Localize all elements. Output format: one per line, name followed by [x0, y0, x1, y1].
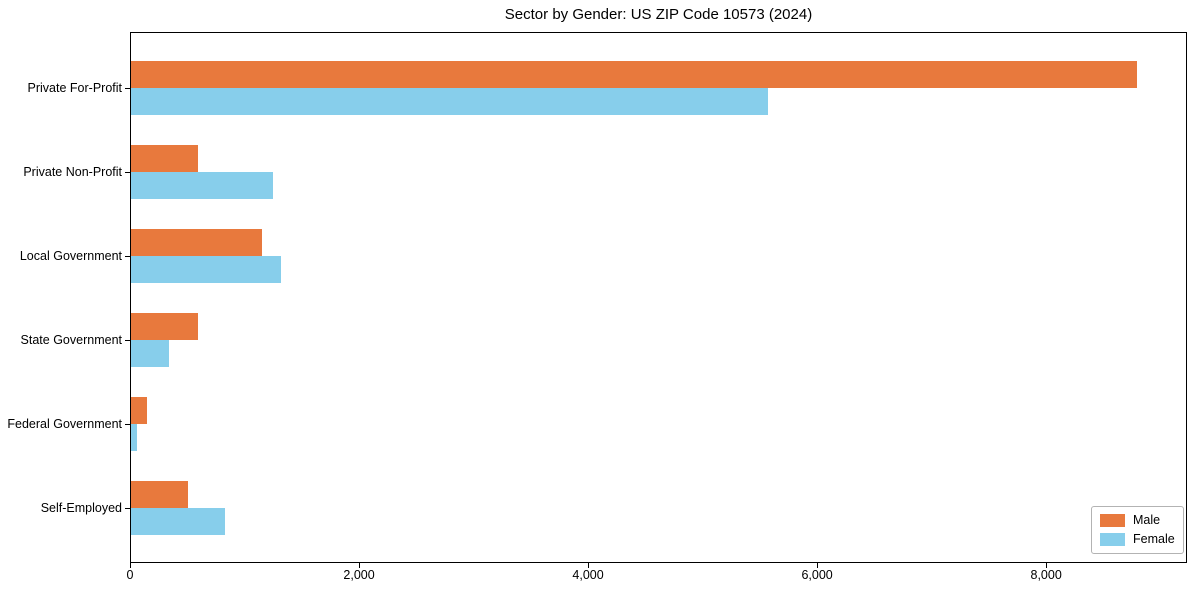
y-tick-mark [125, 172, 130, 173]
legend-label-male: Male [1133, 513, 1161, 527]
y-axis-label: Private Non-Profit [23, 165, 122, 179]
bar-male-0 [131, 61, 1137, 88]
bar-male-2 [131, 229, 262, 256]
bar-male-1 [131, 145, 198, 172]
legend-swatch-female [1100, 533, 1125, 546]
y-axis-label: Private For-Profit [27, 81, 122, 95]
x-axis-label: 8,000 [1030, 568, 1062, 582]
y-axis-label: Self-Employed [40, 501, 122, 515]
y-tick-mark [125, 340, 130, 341]
x-tick-mark [588, 563, 590, 568]
plot-area-border [130, 32, 1187, 563]
chart-title: Sector by Gender: US ZIP Code 10573 (202… [504, 6, 813, 23]
x-axis-label: 6,000 [801, 568, 833, 582]
legend: Male Female [1091, 506, 1184, 554]
bar-female-4 [131, 424, 138, 451]
y-axis-label: State Government [20, 333, 122, 347]
bar-female-2 [131, 256, 282, 283]
legend-item-male: Male [1100, 514, 1175, 527]
x-tick-mark [817, 563, 819, 568]
x-tick-mark [130, 563, 131, 568]
x-tick-mark [359, 563, 361, 568]
x-axis-label: 2,000 [343, 568, 375, 582]
x-axis-label: 4,000 [572, 568, 604, 582]
bar-male-5 [131, 481, 189, 508]
y-tick-mark [125, 256, 130, 257]
x-axis-label: 0 [126, 568, 134, 582]
bar-female-1 [131, 172, 274, 199]
y-axis-label: Local Government [19, 249, 122, 263]
legend-label-female: Female [1133, 532, 1175, 546]
y-tick-mark [125, 88, 130, 89]
y-axis-label: Federal Government [7, 417, 122, 431]
bar-female-5 [131, 508, 226, 535]
legend-item-female: Female [1100, 533, 1175, 546]
x-tick-mark [1046, 563, 1048, 568]
legend-swatch-male [1100, 514, 1125, 527]
bar-female-3 [131, 340, 169, 367]
bar-male-4 [131, 397, 148, 424]
y-tick-mark [125, 508, 130, 509]
bar-female-0 [131, 88, 768, 115]
bar-male-3 [131, 313, 198, 340]
y-tick-mark [125, 424, 130, 425]
